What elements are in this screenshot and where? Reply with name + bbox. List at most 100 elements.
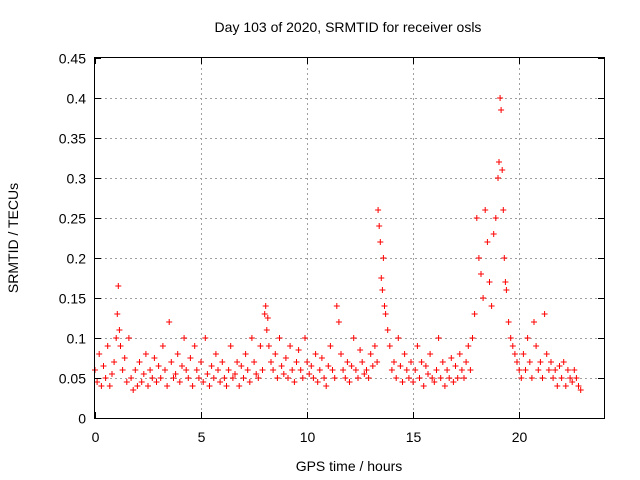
data-point bbox=[183, 367, 190, 373]
data-point bbox=[280, 371, 287, 377]
data-point bbox=[498, 107, 505, 113]
data-point bbox=[234, 359, 241, 365]
data-point bbox=[340, 367, 347, 373]
data-point bbox=[548, 359, 554, 365]
data-point bbox=[204, 371, 211, 377]
y-tick-label: 0.1 bbox=[67, 331, 87, 347]
data-point bbox=[270, 367, 277, 373]
data-point bbox=[119, 367, 126, 373]
data-point bbox=[297, 367, 304, 373]
data-point bbox=[263, 327, 270, 333]
data-point bbox=[569, 379, 576, 385]
data-point bbox=[128, 375, 135, 381]
data-point bbox=[376, 223, 383, 229]
data-point bbox=[265, 343, 272, 349]
data-point bbox=[304, 359, 311, 365]
data-point bbox=[314, 379, 321, 385]
data-point bbox=[484, 239, 491, 245]
data-point bbox=[244, 367, 251, 373]
data-point bbox=[94, 379, 101, 385]
data-point bbox=[575, 383, 582, 389]
data-point bbox=[155, 363, 162, 369]
data-point bbox=[486, 279, 493, 285]
data-point bbox=[441, 383, 448, 389]
data-point bbox=[397, 363, 404, 369]
data-point bbox=[518, 375, 525, 381]
plot-frame bbox=[94, 57, 605, 419]
data-point bbox=[308, 363, 315, 369]
data-point bbox=[391, 359, 397, 365]
data-point bbox=[262, 303, 269, 309]
data-point bbox=[210, 375, 217, 381]
data-point bbox=[162, 367, 168, 373]
data-point bbox=[121, 355, 128, 361]
data-point bbox=[181, 335, 188, 341]
data-point bbox=[431, 379, 438, 385]
data-point bbox=[537, 359, 544, 365]
data-point bbox=[418, 359, 425, 365]
data-point bbox=[439, 359, 446, 365]
data-point bbox=[259, 367, 266, 373]
data-point bbox=[236, 383, 243, 389]
y-tick-label: 0 bbox=[78, 411, 86, 427]
data-point bbox=[202, 335, 209, 341]
y-tick-label: 0.05 bbox=[59, 371, 86, 387]
data-point bbox=[478, 271, 484, 277]
data-point bbox=[289, 367, 296, 373]
data-point bbox=[338, 351, 344, 357]
data-point bbox=[255, 375, 262, 381]
data-point bbox=[147, 367, 154, 373]
data-point bbox=[490, 231, 497, 237]
data-point bbox=[384, 327, 391, 333]
x-axis-label: GPS time / hours bbox=[296, 458, 403, 474]
data-point bbox=[359, 359, 366, 365]
data-point bbox=[488, 303, 495, 309]
data-point bbox=[251, 359, 258, 365]
data-point bbox=[357, 347, 364, 353]
data-point bbox=[458, 367, 465, 373]
data-point bbox=[208, 363, 215, 369]
data-point bbox=[318, 355, 325, 361]
data-point bbox=[106, 383, 113, 389]
data-point bbox=[285, 375, 291, 381]
data-point bbox=[556, 363, 563, 369]
data-point bbox=[246, 379, 253, 385]
data-point bbox=[571, 367, 578, 373]
data-point bbox=[378, 275, 385, 281]
data-point bbox=[465, 343, 472, 349]
y-tick-label: 0.4 bbox=[67, 91, 87, 107]
data-point bbox=[149, 375, 156, 381]
data-point bbox=[114, 311, 121, 317]
data-point bbox=[335, 319, 342, 325]
data-point bbox=[543, 351, 550, 357]
y-tick-label: 0.25 bbox=[59, 211, 86, 227]
data-point bbox=[535, 367, 542, 373]
data-point bbox=[116, 327, 123, 333]
data-point bbox=[346, 379, 353, 385]
data-point bbox=[195, 375, 202, 381]
data-point bbox=[545, 367, 552, 373]
data-point bbox=[511, 351, 518, 357]
data-point bbox=[435, 335, 442, 341]
data-point bbox=[189, 383, 196, 389]
data-point bbox=[191, 343, 198, 349]
data-point bbox=[381, 303, 388, 309]
data-point bbox=[410, 379, 417, 385]
data-point bbox=[193, 367, 200, 373]
x-tick-label: 10 bbox=[300, 429, 316, 445]
data-point bbox=[497, 95, 504, 101]
y-axis-tick-labels: 0 0.05 0.1 0.15 0.2 0.25 0.3 0.35 0.4 0.45 bbox=[59, 51, 86, 427]
data-point bbox=[130, 387, 137, 393]
data-point bbox=[274, 375, 281, 381]
data-point bbox=[382, 311, 389, 317]
data-point bbox=[229, 375, 236, 381]
data-point bbox=[123, 379, 130, 385]
data-point bbox=[293, 359, 300, 365]
data-point bbox=[369, 363, 376, 369]
data-point bbox=[405, 375, 412, 381]
data-point bbox=[174, 351, 181, 357]
data-point bbox=[348, 363, 355, 369]
data-point bbox=[363, 367, 370, 373]
data-point bbox=[291, 379, 298, 385]
